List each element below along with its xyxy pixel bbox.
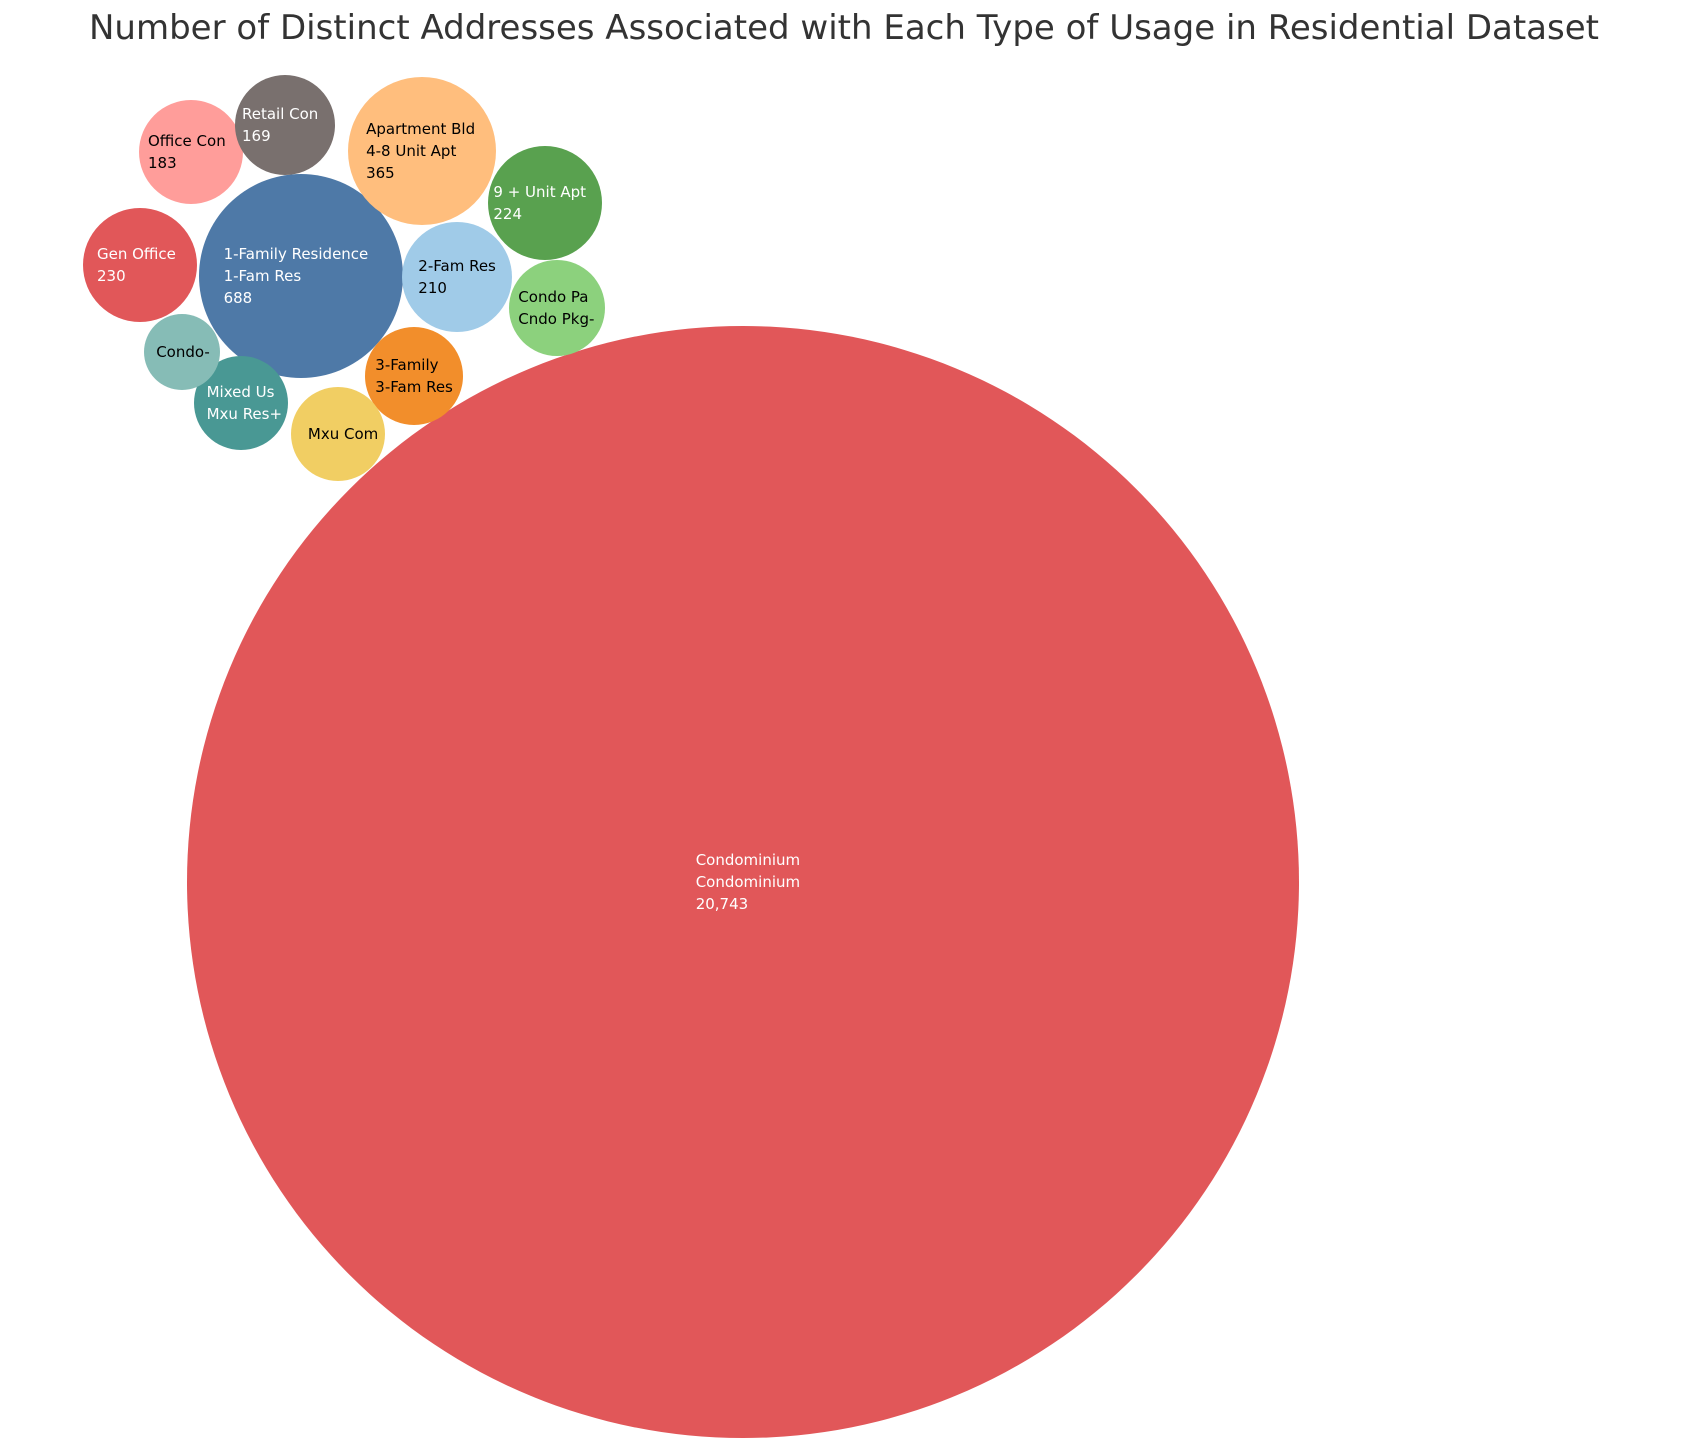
bubble-circle bbox=[144, 314, 220, 390]
bubble: Office Con 183 bbox=[139, 100, 243, 204]
bubble-circle bbox=[235, 75, 335, 175]
bubble-label: Mxu Com bbox=[308, 425, 378, 443]
bubble-label: Cndo Pkg- bbox=[518, 310, 594, 328]
bubble: Condo Pa Cndo Pkg- bbox=[509, 260, 605, 356]
bubble-label: 230 bbox=[97, 267, 126, 285]
bubble-circle bbox=[348, 77, 496, 225]
bubble: Condo- bbox=[144, 314, 220, 390]
bubble-label: 20,743 bbox=[696, 895, 749, 913]
bubble: Gen Office 230 bbox=[83, 208, 197, 322]
chart-title: Number of Distinct Addresses Associated … bbox=[89, 8, 1599, 48]
bubble: 1-Family Residence 1-Fam Res 688 bbox=[199, 174, 403, 378]
bubble: Retail Con 169 bbox=[235, 75, 335, 175]
bubble-label: 365 bbox=[366, 164, 395, 182]
bubble-circle bbox=[488, 146, 602, 260]
bubble: Condominium Condominium 20,743 bbox=[187, 326, 1299, 1438]
bubble-label: Condominium bbox=[696, 873, 800, 891]
bubble-circle bbox=[194, 356, 288, 450]
bubble-label: Retail Con bbox=[242, 105, 318, 123]
bubble-label: 1-Fam Res bbox=[224, 267, 302, 285]
bubble-circle bbox=[365, 327, 463, 425]
bubble: Apartment Bld 4-8 Unit Apt 365 bbox=[348, 77, 496, 225]
bubble-label: 3-Fam Res bbox=[375, 378, 453, 396]
bubble-label: 3-Family bbox=[375, 356, 438, 374]
bubble: Mixed Us Mxu Res+ bbox=[194, 356, 288, 450]
bubble-circle bbox=[139, 100, 243, 204]
bubble: 2-Fam Res 210 bbox=[402, 222, 512, 332]
bubble-label: Condo Pa bbox=[518, 288, 588, 306]
bubble-circle bbox=[199, 174, 403, 378]
bubble-label: Condominium bbox=[696, 851, 800, 869]
bubble-circle bbox=[402, 222, 512, 332]
bubble-label: 9 + Unit Apt bbox=[493, 183, 586, 201]
bubble-label: 1-Family Residence bbox=[224, 245, 369, 263]
bubble-label: 183 bbox=[148, 154, 177, 172]
bubble-label: 169 bbox=[242, 127, 271, 145]
bubble-label: Apartment Bld bbox=[366, 120, 475, 138]
bubble-label: Gen Office bbox=[97, 245, 176, 263]
bubble-label: 224 bbox=[493, 205, 522, 223]
bubble: Mxu Com bbox=[291, 387, 385, 481]
bubble-label: Condo- bbox=[156, 343, 210, 361]
bubble-circle bbox=[83, 208, 197, 322]
bubble-label: 2-Fam Res bbox=[418, 257, 496, 275]
bubble-label: Office Con bbox=[148, 132, 226, 150]
bubble-label: Mixed Us bbox=[207, 383, 275, 401]
bubble-circle bbox=[187, 326, 1299, 1438]
bubble-circle bbox=[509, 260, 605, 356]
bubble-label: 688 bbox=[224, 289, 253, 307]
bubble-label: Mxu Res+ bbox=[207, 405, 282, 423]
bubble-label: 4-8 Unit Apt bbox=[366, 142, 456, 160]
bubble: 9 + Unit Apt 224 bbox=[488, 146, 602, 260]
bubble: 3-Family 3-Fam Res bbox=[365, 327, 463, 425]
bubble-circle bbox=[291, 387, 385, 481]
bubble-label: 210 bbox=[418, 279, 447, 297]
